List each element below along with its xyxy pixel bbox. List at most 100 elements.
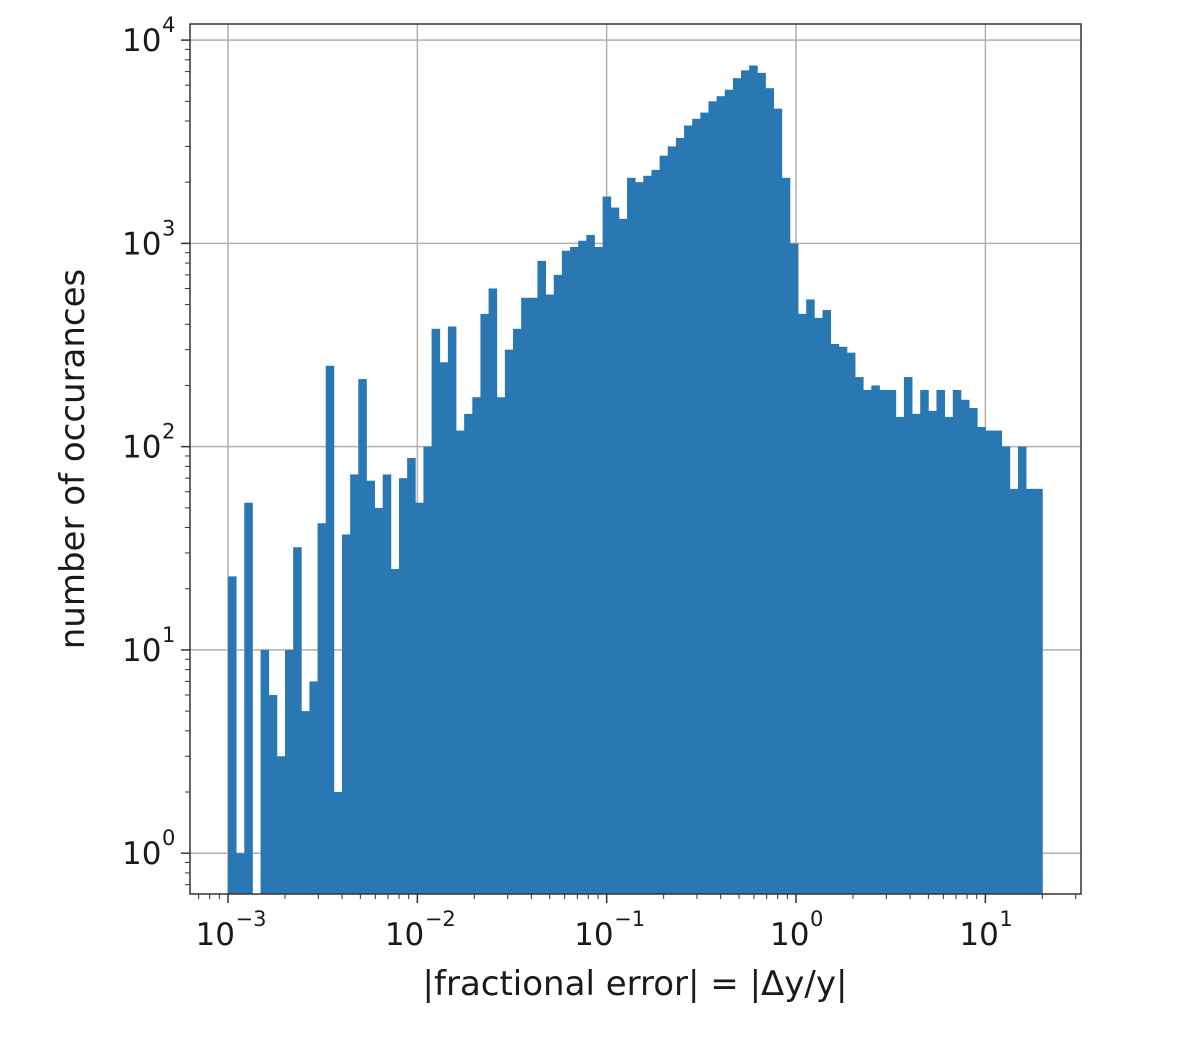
histogram-bar [806,299,815,895]
histogram-bar [895,416,905,894]
x-tick-exponent: 0 [810,907,823,931]
y-axis-label: number of occurances [53,269,93,650]
histogram-bar [1034,488,1043,894]
histogram-bar [358,379,367,894]
histogram-bar [708,101,718,894]
histogram-bar [643,175,652,895]
x-tick-exponent: 1 [999,907,1012,931]
histogram-bar [301,711,310,894]
histogram-bar [684,125,693,895]
y-tick-exponent: 0 [162,826,175,850]
histogram-bar [985,430,994,894]
x-tick-base: 10 [574,917,613,953]
histogram-bar [561,250,571,895]
histogram-bar [374,507,384,894]
y-tick-label: 10 0 [122,826,175,872]
histogram-bar [342,534,351,894]
x-tick-label: 10 −1 [574,907,645,953]
histogram-bar [618,218,628,894]
histogram-bar [879,389,889,894]
histogram-bar [431,328,441,895]
major-ticks [181,39,987,903]
x-tick-labels: 10 −3 10 −2 10 −1 10 0 10 1 [195,907,1012,953]
histogram-bar [284,649,294,894]
histogram-bar [504,349,514,894]
histogram-bar [716,96,726,895]
histogram-bar [602,196,612,894]
histogram-bar [1017,446,1027,894]
histogram-bar [496,397,506,894]
histogram-bar [578,240,587,895]
histogram-bar [325,365,335,894]
histogram-bar [447,326,457,894]
histogram-bars [227,65,1043,895]
y-tick-label: 10 4 [122,13,175,59]
x-tick-base: 10 [959,917,998,953]
histogram-bar [537,260,546,894]
x-tick-base: 10 [385,917,424,953]
histogram-bar [627,177,636,895]
histogram-bar [382,474,392,894]
histogram-bar [757,72,766,895]
histogram-bar [773,108,783,894]
histogram-bar [529,297,538,894]
y-tick-exponent: 4 [162,13,175,37]
histogram-bar [1026,488,1035,894]
histogram-bar [838,346,848,894]
y-tick-base: 10 [122,633,161,669]
histogram-bar [439,362,449,894]
histogram-bar [464,413,473,894]
histogram-bar [732,78,742,894]
histogram-bar [944,416,954,894]
y-tick-label: 10 2 [122,420,175,466]
histogram-bar [390,569,400,894]
x-tick-label: 10 −3 [195,907,266,953]
histogram-bar [1009,488,1019,894]
histogram-bar [920,389,929,894]
histogram-bar [936,389,946,894]
histogram-bar [969,407,978,894]
histogram-bar [798,313,807,895]
histogram-bar [749,65,758,894]
y-tick-base: 10 [122,23,161,59]
histogram-bar [480,313,489,895]
histogram-bar [350,474,359,894]
histogram-bar [513,328,522,895]
histogram-bar [912,413,921,894]
histogram-bar [741,70,750,894]
x-tick-label: 10 −2 [385,907,456,953]
x-tick-base: 10 [770,917,809,953]
x-tick-label: 10 0 [770,907,823,953]
histogram-bar [333,792,343,894]
histogram-bar [846,352,856,894]
histogram-bar [667,146,677,894]
histogram-bar [960,399,970,894]
histogram-bar [928,410,937,894]
x-tick-exponent: −2 [425,907,456,931]
y-tick-label: 10 1 [122,623,175,669]
x-tick-exponent: −3 [235,907,266,931]
histogram-bar [610,207,620,894]
y-tick-exponent: 1 [162,623,175,647]
histogram-bar [855,377,864,894]
histogram-bar [675,137,685,894]
histogram-bar [863,389,872,894]
histogram-bar [268,695,278,894]
histogram-bar [724,89,734,895]
minor-ticks [185,48,1077,899]
histogram-bar [456,430,465,894]
histogram-bar [977,426,986,894]
histogram-bar [317,523,327,894]
x-tick-label: 10 1 [959,907,1012,953]
x-tick-base: 10 [195,917,234,953]
histogram-bar [276,756,286,894]
histogram-bar [553,274,563,895]
histogram-bar [781,177,791,895]
histogram-bar [659,155,669,894]
y-tick-exponent: 2 [162,420,175,444]
histogram-bar [594,246,603,894]
histogram-bar [903,377,913,894]
histogram-bar [814,317,823,895]
